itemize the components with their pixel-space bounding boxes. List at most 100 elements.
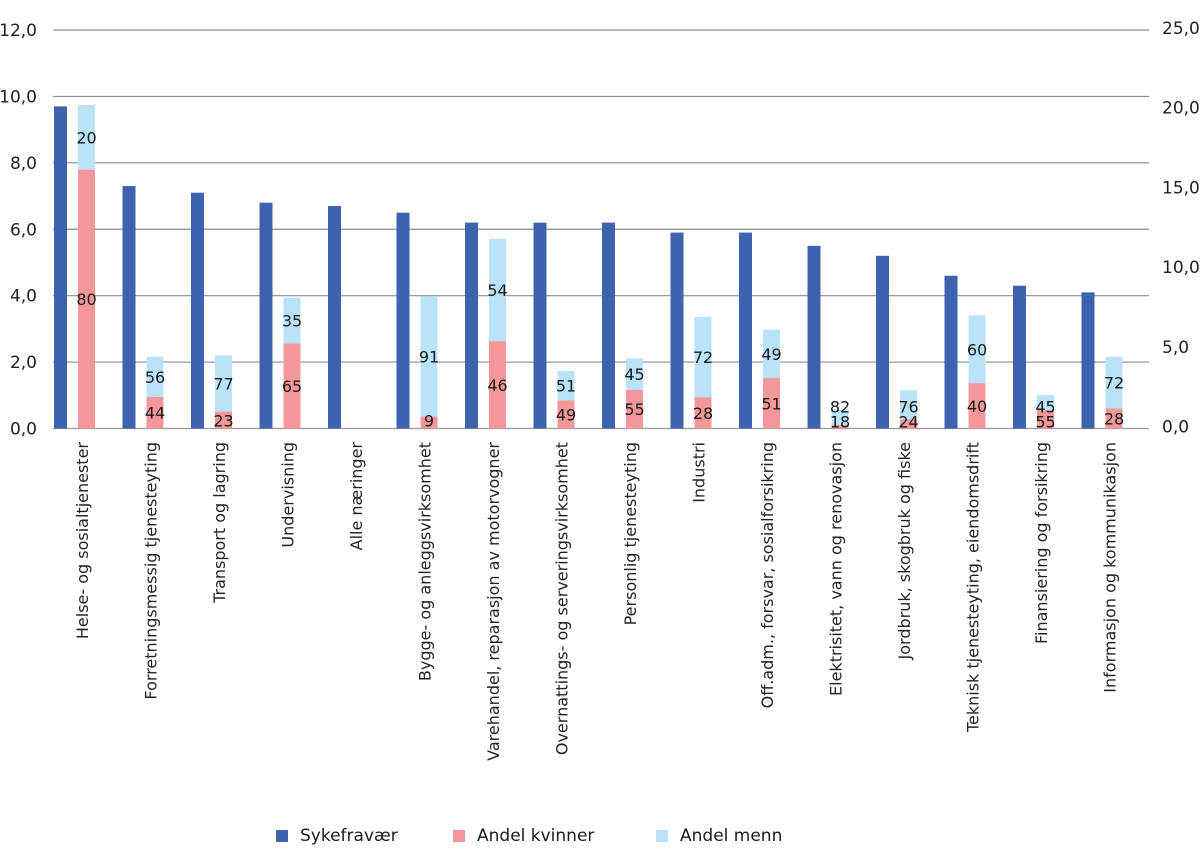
category-label: Personlig tjenesteyting <box>621 442 640 625</box>
bar-andel-menn <box>694 316 712 398</box>
bar-sykefravaer <box>396 212 410 429</box>
data-label-andel-kvinner: 65 <box>282 377 302 396</box>
data-label-andel-menn: 51 <box>556 377 576 396</box>
data-label-andel-menn: 49 <box>761 345 781 364</box>
data-label-andel-kvinner: 80 <box>76 290 96 309</box>
bar-sykefravaer <box>1081 292 1095 429</box>
category-label: Finansiering og forsikring <box>1032 442 1051 644</box>
data-label-andel-menn: 56 <box>145 368 165 387</box>
chart: 0,0 2,0 4,0 6,0 8,0 10,0 12,0 0,0 5,0 10,0 15,0 20… <box>0 19 1200 761</box>
legend-swatch-sykefravaer <box>276 830 288 842</box>
data-label-andel-menn: 72 <box>693 348 713 367</box>
legend-item-andel-kvinner: Andel kvinner <box>453 826 594 846</box>
bar-andel-menn <box>78 104 95 170</box>
bar-andel-kvinner <box>831 425 849 429</box>
bar-sykefravaer <box>1013 285 1026 429</box>
left-axis-tick-label: 12,0 <box>0 21 37 41</box>
data-label-andel-kvinner: 55 <box>1035 413 1055 432</box>
data-label-andel-kvinner: 28 <box>693 404 713 423</box>
category-label: Informasjon og kommunikasjon <box>1101 442 1120 693</box>
bar-andel-kvinner <box>900 419 917 429</box>
bar-andel-kvinner <box>1105 408 1123 429</box>
bar-andel-kvinner <box>1037 410 1054 429</box>
data-label-andel-kvinner: 24 <box>898 413 918 432</box>
bar-andel-kvinner <box>489 341 506 429</box>
right-axis-tick-label: 20,0 <box>1162 99 1200 119</box>
category-label: Bygge- og anleggsvirksomhet <box>416 442 435 681</box>
bar-andel-kvinner <box>694 397 712 429</box>
bar-andel-menn <box>420 296 438 417</box>
bar-sykefravaer <box>328 206 341 429</box>
data-label-andel-kvinner: 40 <box>967 397 987 416</box>
bar-andel-kvinner <box>283 343 301 429</box>
bar-sykefravaer <box>602 222 615 429</box>
data-label-andel-menn: 77 <box>213 374 233 393</box>
bar-sykefravaer <box>876 255 889 429</box>
data-label-andel-menn: 45 <box>1035 398 1055 417</box>
right-axis-tick-label: 15,0 <box>1162 178 1200 198</box>
gridlines <box>53 29 1149 430</box>
legend-swatch-andel-kvinner <box>453 830 465 842</box>
bar-sykefravaer <box>944 275 958 429</box>
data-label-andel-menn: 45 <box>624 365 644 384</box>
data-label-andel-menn: 54 <box>487 281 507 300</box>
bar-sykefravaer <box>465 222 478 429</box>
bar-sykefravaer <box>191 192 204 429</box>
data-label-andel-kvinner: 28 <box>1104 409 1124 428</box>
data-label-andel-kvinner: 9 <box>424 412 434 431</box>
data-label-andel-kvinner: 55 <box>624 400 644 419</box>
bar-andel-kvinner <box>215 411 232 429</box>
bar-andel-menn <box>283 297 301 344</box>
bar-andel-kvinner <box>763 378 780 429</box>
category-label: Teknisk tjenesteyting, eiendomsdrift <box>964 442 983 733</box>
bar-sykefravaer <box>54 106 67 429</box>
data-label-andel-kvinner: 44 <box>145 404 165 423</box>
data-label-andel-menn: 60 <box>967 340 987 359</box>
left-axis-tick-label: 0,0 <box>10 420 37 440</box>
legend-label: Sykefravær <box>300 826 398 846</box>
category-label: Helse- og sosialtjenester <box>73 442 92 640</box>
category-label: Industri <box>690 442 709 503</box>
data-label-andel-menn: 20 <box>76 128 96 147</box>
category-label: Off.adm., forsvar, sosialforsikring <box>758 442 777 708</box>
data-label-andel-menn: 82 <box>830 398 850 417</box>
data-label-andel-kvinner: 18 <box>830 413 850 432</box>
right-axis-tick-label: 25,0 <box>1162 19 1200 39</box>
bar-andel-kvinner <box>146 396 164 429</box>
category-label: Varehandel, reparasjon av motorvogner <box>484 442 503 761</box>
bar-andel-menn <box>900 390 917 420</box>
category-label: Alle næringer <box>347 442 366 551</box>
bar-andel-menn <box>968 315 986 384</box>
bar-andel-menn <box>626 358 643 390</box>
legend: Sykefravær Andel kvinner Andel menn <box>0 826 1200 856</box>
legend-swatch-andel-menn <box>656 830 668 842</box>
bar-andel-kvinner <box>420 416 438 429</box>
data-label-andel-kvinner: 51 <box>761 394 781 413</box>
bar-andel-menn <box>1037 395 1054 411</box>
data-label-andel-kvinner: 23 <box>213 412 233 431</box>
bar-andel-kvinner <box>78 169 95 429</box>
bar-andel-menn <box>763 329 780 379</box>
left-axis-tick-label: 4,0 <box>10 287 37 307</box>
data-label-andel-menn: 91 <box>419 347 439 366</box>
legend-label: Andel menn <box>680 826 783 846</box>
data-label-andel-menn: 72 <box>1104 374 1124 393</box>
category-labels: Helse- og sosialtjenester Forretningsmess… <box>73 442 1120 761</box>
left-axis-ticks: 0,0 2,0 4,0 6,0 8,0 10,0 12,0 <box>0 21 37 440</box>
legend-item-sykefravaer: Sykefravær <box>276 826 398 846</box>
bar-andel-menn <box>557 371 575 401</box>
bar-andel-menn <box>215 355 232 412</box>
right-axis-tick-label: 5,0 <box>1162 338 1189 358</box>
left-axis-tick-label: 2,0 <box>10 353 37 373</box>
bar-andel-menn <box>831 409 849 426</box>
left-axis-tick-label: 10,0 <box>0 87 37 107</box>
data-label-andel-menn: 35 <box>282 312 302 331</box>
category-label: Forretningsmessig tjenesteyting <box>142 442 161 700</box>
bar-sykefravaer <box>807 245 821 429</box>
data-label-andel-kvinner: 46 <box>487 376 507 395</box>
category-label: Elektrisitet, vann og renovasjon <box>827 442 846 696</box>
left-axis-tick-label: 8,0 <box>10 154 37 174</box>
bar-sykefravaer <box>259 202 273 429</box>
category-label: Undervisning <box>279 442 298 548</box>
bar-sykefravaer <box>533 222 547 429</box>
